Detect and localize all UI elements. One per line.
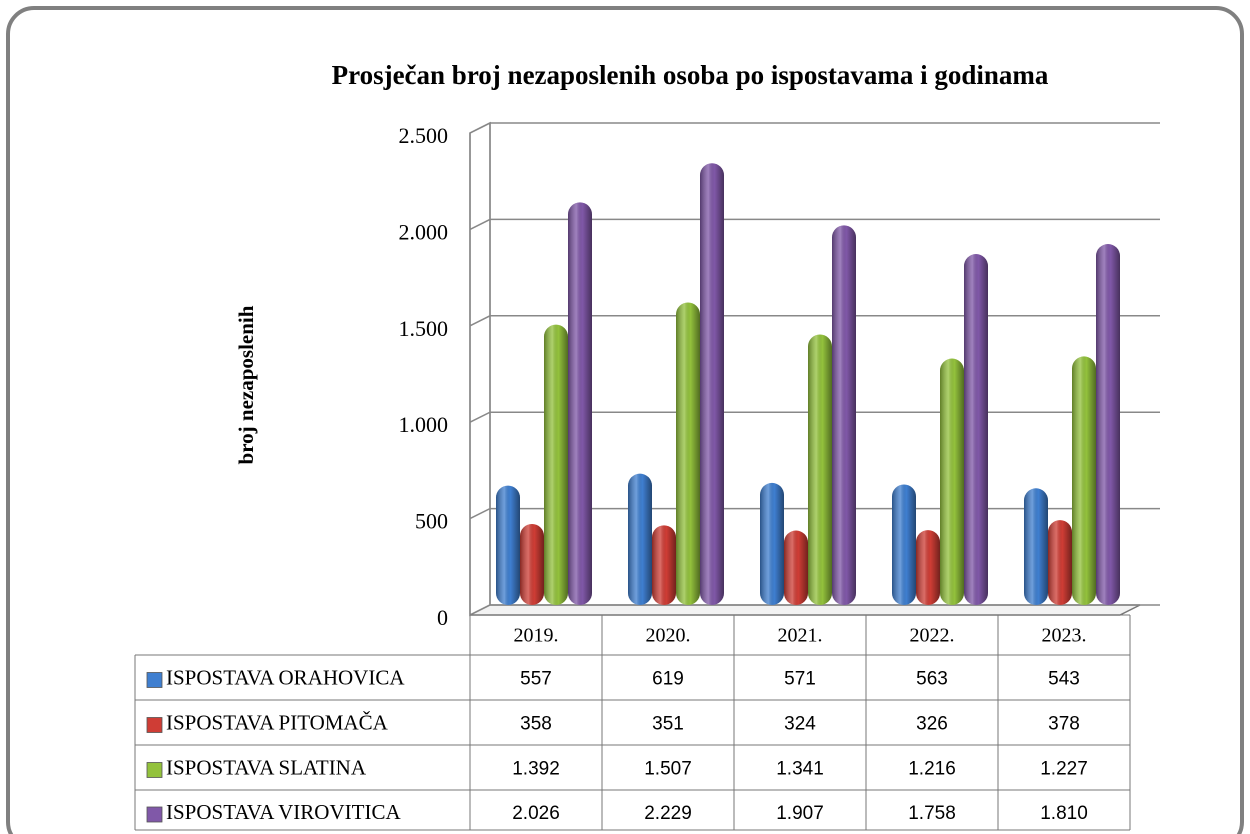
x-tick-label: 2023.	[1042, 625, 1087, 647]
side-wall	[469, 121, 491, 617]
bar-shade	[568, 202, 592, 605]
y-tick-label: 1.500	[399, 316, 449, 341]
grid-line	[469, 411, 1160, 423]
legend-key	[146, 672, 163, 688]
bar-shade	[1096, 244, 1120, 606]
bar-shade	[676, 302, 700, 605]
x-tick-label: 2022.	[910, 625, 955, 647]
data-label: 1.907	[776, 803, 824, 824]
x-tick-label: 2020.	[646, 625, 691, 647]
y-tick-label: 500	[415, 509, 448, 534]
x-tick-label: 2019.	[514, 625, 559, 647]
data-label: 1.758	[908, 803, 956, 824]
data-label: 543	[1048, 669, 1080, 690]
bar-shade	[964, 254, 988, 605]
legend-label: ISPOSTAVA ORAHOVICA	[166, 665, 405, 689]
legend-key	[146, 806, 163, 823]
bar-shade	[496, 485, 520, 605]
bar-shade	[916, 530, 940, 605]
grid-line	[469, 507, 1160, 520]
legend-label: ISPOSTAVA SLATINA	[166, 755, 367, 779]
grid-line	[469, 604, 1160, 616]
bar-shade	[1048, 520, 1072, 605]
frame	[6, 6, 1244, 834]
bar-shade	[520, 523, 544, 605]
bar-shade	[628, 473, 652, 605]
bar-shade	[832, 225, 856, 606]
grid-line	[469, 315, 1160, 327]
floor	[469, 604, 1141, 616]
legend-label: ISPOSTAVA PITOMAČA	[166, 710, 389, 734]
y-tick-label: 0	[437, 605, 448, 630]
data-label: 563	[916, 669, 948, 690]
bar-shade	[544, 324, 568, 605]
data-label: 571	[784, 669, 816, 690]
grid-line	[469, 122, 1160, 134]
x-tick-label: 2021.	[778, 625, 823, 647]
y-tick-label: 2.500	[399, 123, 449, 148]
data-label: 1.216	[908, 759, 956, 780]
bar-shade	[760, 482, 784, 605]
data-label: 557	[520, 669, 552, 690]
chart-title: Prosječan broj nezaposlenih osoba po isp…	[332, 60, 1049, 90]
bar-shade	[784, 530, 808, 605]
bar-shade	[1024, 488, 1048, 605]
data-label: 351	[652, 714, 684, 735]
data-label: 1.227	[1040, 759, 1088, 780]
legend-key	[146, 762, 163, 778]
data-label: 1.392	[512, 759, 560, 780]
data-label: 1.810	[1040, 803, 1088, 824]
bar-shade	[700, 163, 724, 606]
data-label: 2.229	[644, 803, 692, 824]
y-tick-label: 1.000	[399, 412, 449, 437]
data-label: 2.026	[512, 803, 560, 824]
bar-shade	[1072, 356, 1096, 605]
data-label: 619	[652, 669, 684, 690]
data-label: 1.341	[776, 759, 824, 780]
data-label: 378	[1048, 714, 1080, 735]
data-label: 358	[520, 714, 552, 735]
data-label: 1.507	[644, 759, 692, 780]
y-axis-label: broj nezaposlenih	[234, 305, 258, 464]
bar-shade	[892, 484, 916, 605]
grid-line	[469, 218, 1160, 231]
bar-shade	[940, 358, 964, 605]
bar-shade	[652, 525, 676, 605]
data-label: 324	[784, 714, 816, 735]
legend-key	[146, 717, 163, 733]
data-label: 326	[916, 714, 948, 735]
y-tick-label: 2.000	[399, 219, 449, 244]
bar-shade	[808, 334, 832, 605]
legend-label: ISPOSTAVA VIROVITICA	[166, 800, 401, 824]
